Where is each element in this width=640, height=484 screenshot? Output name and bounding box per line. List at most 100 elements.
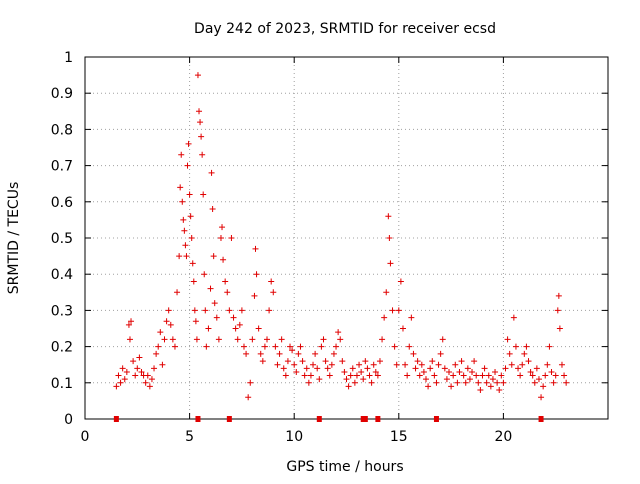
data-point	[366, 372, 373, 379]
data-point	[157, 329, 164, 336]
data-point	[494, 379, 501, 386]
data-point	[471, 358, 478, 365]
data-point	[324, 365, 331, 372]
x-tick-label: 5	[185, 429, 194, 445]
x-tick-label: 15	[390, 429, 408, 445]
data-point	[194, 72, 201, 79]
data-point	[191, 307, 198, 314]
data-point	[391, 343, 398, 350]
data-point	[228, 235, 235, 241]
data-point	[529, 372, 536, 379]
data-point	[343, 376, 350, 383]
data-point	[280, 365, 287, 372]
data-point	[548, 368, 555, 375]
data-point	[540, 383, 547, 390]
data-point	[259, 358, 266, 365]
data-point	[466, 376, 473, 383]
data-point	[174, 289, 181, 296]
data-point	[389, 307, 396, 314]
data-point	[184, 162, 191, 169]
data-point	[469, 368, 476, 375]
data-point	[448, 383, 455, 390]
data-point	[208, 169, 215, 176]
data-point	[226, 307, 233, 314]
data-point	[202, 307, 209, 314]
zero-point	[226, 416, 232, 422]
y-tick-label: 0.4	[51, 267, 73, 283]
data-point	[422, 376, 429, 383]
data-point	[293, 368, 300, 375]
data-point	[512, 343, 519, 350]
data-point	[316, 376, 323, 383]
data-series	[113, 72, 570, 401]
data-point	[460, 372, 467, 379]
data-point	[347, 372, 354, 379]
data-point	[441, 365, 448, 372]
data-point	[416, 372, 423, 379]
data-point	[410, 350, 417, 357]
data-point	[113, 383, 120, 390]
data-point	[492, 368, 499, 375]
data-point	[249, 336, 256, 343]
data-point	[517, 372, 524, 379]
zero-point	[375, 416, 381, 422]
data-point	[251, 292, 258, 299]
data-point	[330, 350, 337, 357]
data-point	[374, 372, 381, 379]
data-point	[335, 329, 342, 336]
data-point	[126, 336, 133, 343]
data-point	[117, 379, 124, 386]
data-point	[531, 379, 538, 386]
data-point	[274, 361, 281, 368]
data-point	[163, 318, 170, 325]
data-point	[420, 368, 427, 375]
data-point	[289, 347, 296, 354]
data-point	[454, 379, 461, 386]
data-point	[201, 271, 208, 278]
zero-point	[113, 416, 119, 422]
data-point	[437, 350, 444, 357]
chart-title: Day 242 of 2023, SRMTID for receiver ecs…	[194, 21, 496, 37]
data-point	[558, 361, 565, 368]
data-point	[188, 235, 195, 241]
data-point	[399, 325, 406, 332]
data-point	[261, 343, 268, 350]
y-tick-label: 0.2	[51, 340, 73, 356]
data-point	[397, 278, 404, 285]
data-point	[123, 368, 130, 375]
data-point	[187, 213, 194, 220]
data-point	[379, 336, 386, 343]
data-point	[435, 361, 442, 368]
data-point	[215, 336, 222, 343]
data-point	[544, 361, 551, 368]
data-point	[211, 300, 218, 307]
data-point	[328, 361, 335, 368]
data-point	[464, 365, 471, 372]
data-point	[456, 368, 463, 375]
data-point	[121, 376, 128, 383]
data-point	[257, 350, 264, 357]
data-point	[224, 289, 231, 296]
data-point	[190, 278, 197, 285]
data-point	[364, 365, 371, 372]
data-point	[519, 361, 526, 368]
data-point	[132, 372, 139, 379]
data-point	[305, 379, 312, 386]
data-point	[370, 361, 377, 368]
data-point	[496, 387, 503, 394]
data-point	[295, 350, 302, 357]
data-point	[247, 379, 254, 386]
x-tick-label: 10	[285, 429, 303, 445]
data-point	[385, 213, 392, 220]
data-point	[556, 325, 563, 332]
data-point	[341, 368, 348, 375]
data-point	[393, 361, 400, 368]
data-point	[349, 365, 356, 372]
y-axis-label: SRMTID / TECUs	[6, 182, 22, 295]
data-point	[291, 361, 298, 368]
data-point	[431, 372, 438, 379]
data-point	[217, 235, 224, 241]
data-point	[268, 278, 275, 285]
data-point	[232, 325, 239, 332]
data-point	[186, 191, 193, 198]
